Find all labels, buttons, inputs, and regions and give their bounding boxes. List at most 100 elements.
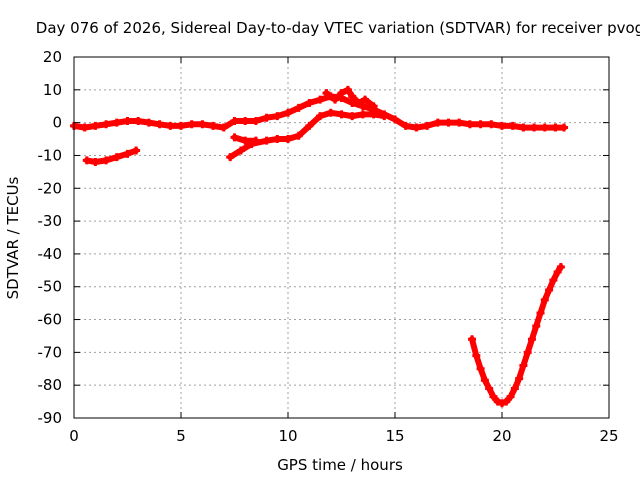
data-point	[489, 392, 498, 401]
data-point	[380, 112, 389, 121]
data-point	[91, 158, 100, 167]
data-point	[241, 136, 250, 145]
data-point	[401, 121, 410, 130]
x-tick-label: 20	[492, 427, 511, 445]
series-line	[469, 264, 564, 407]
data-point	[251, 116, 260, 125]
data-point	[468, 335, 477, 344]
data-point	[510, 384, 519, 393]
data-point	[294, 131, 303, 140]
data-point	[326, 108, 335, 117]
data-point	[144, 118, 153, 127]
data-point	[532, 322, 541, 331]
x-axis-label: GPS time / hours	[277, 456, 403, 474]
data-point	[493, 397, 502, 406]
y-tick-label: 0	[52, 114, 62, 132]
data-point	[476, 364, 485, 373]
x-tick-label: 10	[278, 427, 297, 445]
data-point	[553, 267, 562, 276]
y-tick-label: -10	[38, 146, 63, 164]
data-point	[112, 118, 121, 127]
data-point	[82, 156, 91, 165]
data-point	[536, 308, 545, 317]
data-point	[123, 116, 132, 125]
y-tick-label: -30	[38, 212, 63, 230]
data-point	[472, 351, 481, 360]
data-point	[251, 136, 260, 145]
data-point	[236, 146, 245, 155]
x-tick-label: 0	[69, 427, 79, 445]
data-point	[230, 116, 239, 125]
data-point	[322, 89, 331, 98]
series-upper-spikes	[322, 85, 378, 111]
x-tick-label: 5	[176, 427, 186, 445]
data-point	[508, 121, 517, 130]
data-point	[155, 120, 164, 129]
data-point	[354, 98, 363, 107]
data-point	[455, 118, 464, 127]
series-lower-branch	[230, 133, 260, 145]
data-point	[305, 98, 314, 107]
data-series	[70, 85, 569, 408]
data-point	[465, 120, 474, 129]
data-point	[485, 384, 494, 393]
y-tick-label: -80	[38, 376, 63, 394]
data-point	[134, 116, 143, 125]
x-tick-label: 25	[599, 427, 618, 445]
data-point	[337, 110, 346, 119]
data-point	[549, 276, 558, 285]
data-point	[219, 123, 228, 132]
y-tick-label: 20	[43, 48, 62, 66]
data-point	[498, 121, 506, 130]
series-main-band	[70, 92, 569, 132]
y-tick-label: -50	[38, 278, 63, 296]
y-tick-label: -60	[38, 311, 63, 329]
data-point	[358, 110, 367, 119]
data-point	[132, 146, 141, 155]
data-point	[530, 123, 539, 132]
data-point	[476, 120, 485, 129]
y-tick-label: -20	[38, 179, 63, 197]
data-point	[112, 153, 121, 162]
data-point	[331, 95, 340, 104]
data-point	[102, 120, 111, 129]
data-point	[294, 103, 303, 112]
axis-ticks: 0 5 10 15 20 25 20 10 0 -10 -20 -30 -40 -50 -60 -70 -80 -…	[38, 48, 619, 445]
plot-frame	[73, 56, 610, 419]
data-point	[369, 102, 378, 111]
data-point	[361, 95, 370, 104]
data-point	[369, 110, 378, 119]
y-tick-label: -40	[38, 245, 63, 263]
data-point	[284, 135, 292, 144]
data-point	[343, 85, 352, 94]
data-point	[316, 95, 325, 104]
data-point	[412, 123, 421, 132]
y-tick-label: -70	[38, 343, 63, 361]
data-point	[226, 153, 235, 162]
data-point	[519, 123, 528, 132]
data-point	[80, 123, 89, 132]
data-point	[423, 121, 432, 130]
data-point	[273, 112, 282, 121]
data-point	[305, 121, 314, 130]
data-point	[348, 92, 357, 101]
data-point	[480, 376, 489, 385]
data-point	[433, 118, 442, 127]
data-point	[262, 136, 271, 145]
data-point	[284, 108, 292, 117]
data-point	[177, 121, 185, 130]
data-point	[348, 112, 357, 121]
data-point	[556, 263, 565, 272]
data-point	[506, 392, 515, 401]
data-point	[123, 149, 132, 158]
data-point	[551, 123, 560, 132]
y-tick-label: 10	[43, 81, 62, 99]
data-point	[209, 121, 218, 130]
data-point	[519, 361, 528, 370]
data-point	[540, 123, 549, 132]
data-point	[273, 135, 282, 144]
data-point	[262, 113, 271, 122]
data-point	[523, 348, 532, 357]
data-point	[527, 335, 536, 344]
